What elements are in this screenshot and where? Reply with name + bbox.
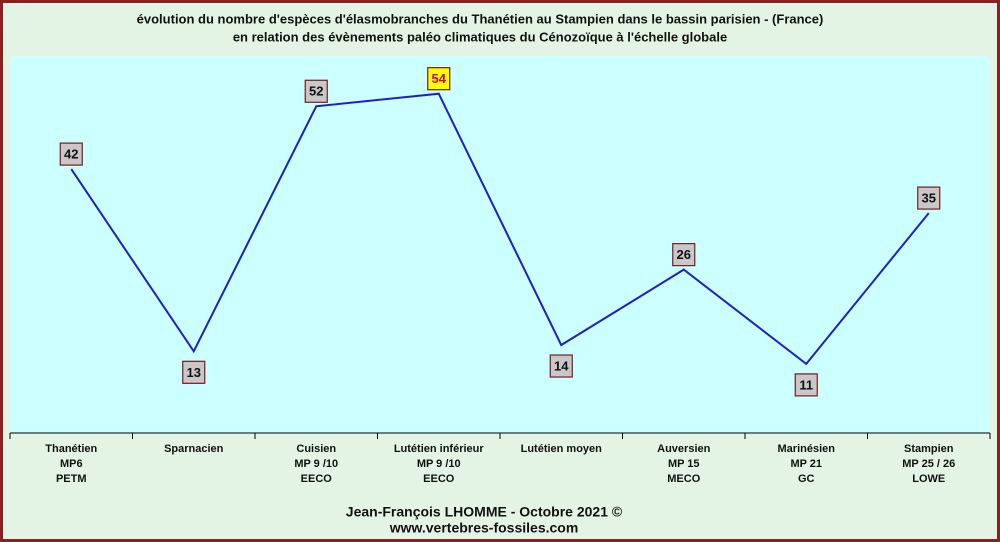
line [70, 92, 930, 366]
x-tick-label: EECO [301, 473, 333, 485]
value-label-box [549, 354, 573, 378]
value-label: 35 [922, 191, 936, 206]
x-tick-label: GC [798, 473, 815, 485]
value-label-box [59, 142, 83, 166]
x-tick-label: PETM [56, 473, 87, 485]
footer-url: www.vertebres-fossiles.com [389, 520, 579, 536]
value-label-box [182, 360, 206, 384]
x-tick-label: Stampien [904, 443, 954, 455]
x-tick-label: Auversien [657, 443, 710, 455]
x-tick-label: MP6 [60, 458, 83, 470]
x-tick-label: Sparnacien [164, 443, 224, 455]
value-label-box [427, 67, 451, 91]
value-label-box [794, 373, 818, 397]
value-label: 14 [554, 358, 569, 373]
footer-author: Jean-François LHOMME - Octobre 2021 © [346, 504, 623, 520]
x-tick-label: MP 25 / 26 [902, 458, 955, 470]
chart-subtitle: en relation des évènements paléo climati… [233, 29, 727, 44]
x-tick-label: Lutétien moyen [521, 443, 603, 455]
x-tick-label: LOWE [912, 473, 945, 485]
value-label-box [304, 79, 328, 103]
x-tick-label: MP 15 [668, 458, 700, 470]
x-tick-label: Cuisien [296, 443, 336, 455]
value-label: 13 [187, 365, 201, 380]
x-tick-label: Lutétien inférieur [394, 443, 485, 455]
value-label: 26 [677, 247, 691, 262]
x-tick-label: Thanétien [45, 443, 97, 455]
value-label: 52 [309, 84, 323, 99]
x-tick-label: MECO [667, 473, 700, 485]
value-label: 11 [799, 377, 813, 392]
chart-title: évolution du nombre d'espèces d'élasmobr… [137, 11, 824, 26]
value-label: 42 [64, 147, 78, 162]
x-tick-label: MP 21 [790, 458, 822, 470]
value-label: 54 [432, 71, 447, 86]
value-label-box [672, 243, 696, 267]
x-tick-label: Marinésien [778, 443, 836, 455]
x-tick-label: EECO [423, 473, 455, 485]
x-tick-label: MP 9 /10 [417, 458, 461, 470]
value-label-box [917, 186, 941, 210]
plot-area [10, 56, 990, 434]
x-tick-label: MP 9 /10 [294, 458, 338, 470]
